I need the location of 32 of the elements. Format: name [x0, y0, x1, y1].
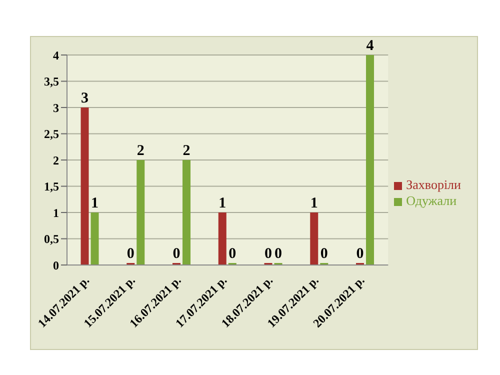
bar — [218, 212, 226, 265]
bar — [182, 160, 191, 265]
y-tick-label: 0,5 — [44, 232, 59, 246]
data-label: 1 — [91, 196, 99, 212]
bar — [366, 55, 374, 265]
bar — [136, 160, 145, 265]
data-label: 1 — [218, 196, 226, 212]
y-tick-label: 1,5 — [44, 180, 59, 194]
data-label: 0 — [264, 246, 272, 262]
y-tick-label: 1 — [53, 206, 59, 220]
legend-label: Захворіли — [406, 177, 461, 192]
y-tick-label: 0 — [53, 258, 59, 272]
data-label: 1 — [310, 196, 318, 212]
data-label: 2 — [136, 143, 144, 159]
data-label: 0 — [228, 246, 236, 262]
data-label: 0 — [274, 246, 282, 262]
bar — [80, 108, 89, 265]
data-label: 4 — [366, 38, 374, 54]
y-tick-label: 3,5 — [44, 74, 59, 89]
y-tick-label: 2 — [53, 153, 59, 168]
data-label: 3 — [81, 90, 89, 106]
bar — [90, 212, 99, 265]
legend-label: Одужали — [406, 193, 457, 208]
bar — [310, 212, 318, 265]
data-label: 0 — [356, 246, 364, 262]
data-label: 0 — [320, 246, 328, 262]
data-label: 2 — [182, 143, 190, 159]
data-label: 0 — [172, 246, 180, 262]
y-tick-label: 3 — [53, 100, 59, 115]
data-label: 0 — [126, 246, 134, 262]
y-tick-label: 4 — [53, 48, 59, 62]
y-tick-label: 2,5 — [44, 127, 59, 142]
